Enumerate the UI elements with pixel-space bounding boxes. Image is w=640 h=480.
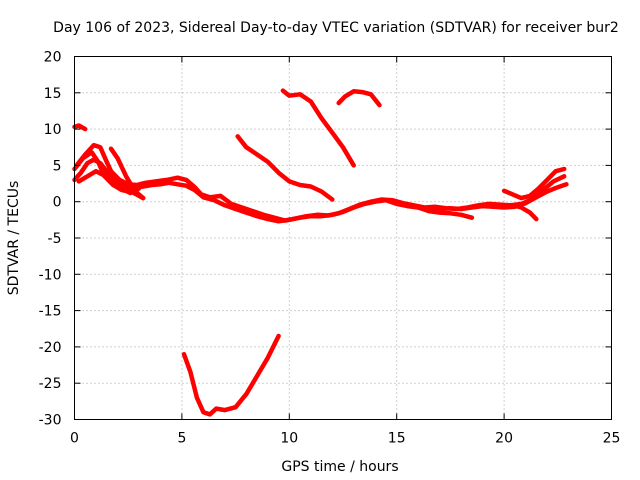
series-layer — [72, 88, 569, 417]
y-tick-label: 15 — [44, 86, 62, 102]
y-tick-label: 10 — [44, 122, 62, 138]
grid-layer — [74, 56, 612, 420]
y-tick-label: 5 — [53, 158, 62, 174]
x-tick-label: 15 — [388, 431, 406, 447]
chart-title: Day 106 of 2023, Sidereal Day-to-day VTE… — [53, 20, 619, 36]
series-track-e — [72, 123, 88, 132]
x-tick-label: 20 — [495, 431, 513, 447]
x-tick-label: 0 — [70, 431, 79, 447]
series-track-m — [415, 205, 475, 220]
series-track-f — [108, 146, 146, 201]
series-track-k — [501, 166, 567, 201]
series-track-d — [76, 168, 142, 196]
series-track-j — [181, 333, 281, 417]
series-track-g — [235, 134, 335, 202]
tick-layer: 0 5 10 15 20 25 20 15 10 5 0 -5 -10 -15 -20 -25 -30 — [39, 50, 621, 447]
series-track-b — [74, 142, 567, 223]
x-tick-label: 25 — [603, 431, 621, 447]
series-track-l — [510, 203, 539, 222]
y-tick-label: -15 — [39, 304, 62, 320]
y-axis-label: SDTVAR / TECUs — [6, 181, 22, 296]
x-axis-label: GPS time / hours — [281, 459, 398, 475]
y-tick-label: -30 — [39, 413, 62, 429]
y-tick-label: -5 — [48, 231, 62, 247]
y-tick-label: 0 — [53, 195, 62, 211]
y-tick-label: 20 — [44, 50, 62, 66]
x-tick-label: 10 — [280, 431, 298, 447]
y-tick-label: -10 — [39, 267, 62, 283]
y-tick-label: -25 — [39, 376, 62, 392]
series-track-i — [336, 89, 382, 108]
series-track-h — [280, 88, 356, 168]
y-tick-label: -20 — [39, 340, 62, 356]
x-tick-label: 5 — [177, 431, 186, 447]
